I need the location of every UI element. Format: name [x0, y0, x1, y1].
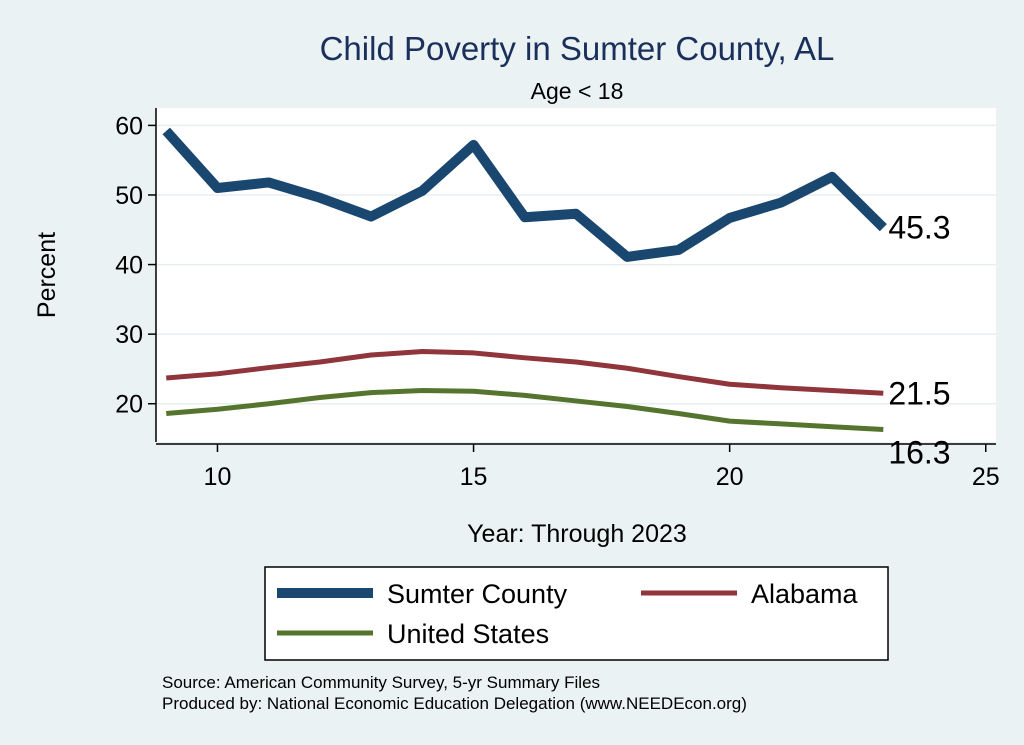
y-tick-label-30: 30	[115, 321, 143, 349]
x-tick-label-20: 20	[716, 463, 744, 491]
end-labels: 45.3 21.5 16.3	[888, 210, 950, 471]
series-line-sumter-county	[162, 127, 887, 262]
legend: Sumter County Alabama United States	[264, 566, 889, 661]
end-label-united-states: 16.3	[888, 434, 950, 470]
x-axis-label: Year: Through 2023	[467, 520, 687, 548]
y-axis-label: Percent	[33, 232, 61, 318]
chart-subtitle: Age < 18	[531, 78, 624, 104]
series-line-united-states	[166, 388, 884, 432]
end-label-sumter-county: 45.3	[888, 210, 950, 246]
axes	[148, 108, 996, 452]
y-tick-label-40: 40	[115, 252, 143, 280]
series-lines	[162, 127, 887, 432]
source-note: Source: American Community Survey, 5-yr …	[162, 673, 600, 692]
y-tick-label-50: 50	[115, 182, 143, 210]
x-tick-label-10: 10	[204, 463, 232, 491]
y-tick-label-60: 60	[115, 112, 143, 140]
x-tick-label-15: 15	[460, 463, 488, 491]
y-tick-label-20: 20	[115, 391, 143, 419]
series-line-alabama	[166, 349, 884, 396]
x-tick-label-25: 25	[972, 463, 1000, 491]
legend-box	[264, 566, 889, 661]
legend-label-alabama: Alabama	[751, 579, 859, 609]
legend-label-sumter-county: Sumter County	[387, 579, 568, 609]
chart-title: Child Poverty in Sumter County, AL	[320, 30, 835, 67]
plot-area	[156, 108, 996, 442]
produced-by: Produced by: National Economic Education…	[162, 694, 747, 713]
tick-labels: 20 30 40 50 60 10 15 20 25	[115, 112, 999, 491]
legend-label-united-states: United States	[387, 619, 549, 649]
end-label-alabama: 21.5	[888, 375, 950, 411]
